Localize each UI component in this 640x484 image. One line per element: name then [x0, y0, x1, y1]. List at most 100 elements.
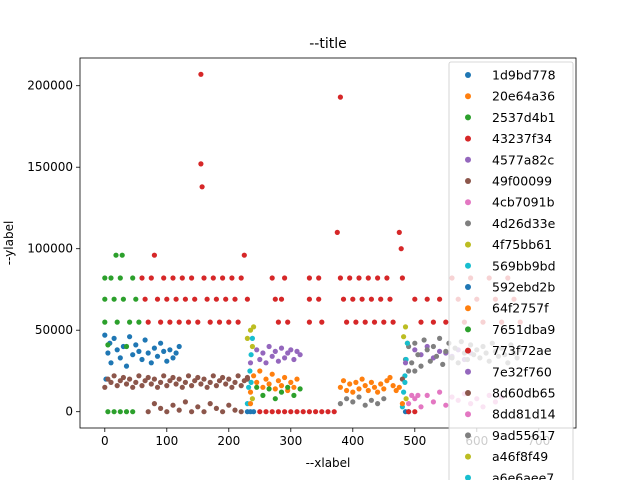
legend-label: 8dd81d14 [492, 407, 556, 422]
data-point [384, 275, 390, 281]
data-point [148, 381, 154, 387]
y-tick-label: 100000 [27, 242, 73, 256]
data-point [353, 379, 359, 385]
data-point [213, 296, 219, 302]
data-point [167, 319, 173, 325]
data-point [210, 373, 216, 379]
data-point [247, 401, 254, 407]
data-point [294, 376, 300, 382]
data-point [170, 402, 176, 408]
data-point [306, 319, 312, 325]
data-point [278, 296, 285, 302]
data-point [257, 409, 263, 415]
data-point [161, 275, 167, 281]
data-point [113, 252, 119, 258]
data-point [151, 345, 157, 351]
data-point [443, 348, 449, 354]
data-point [151, 401, 157, 407]
data-point [204, 384, 210, 390]
data-point [192, 378, 198, 384]
legend-label: 773f72ae [492, 343, 552, 358]
data-point [164, 409, 170, 415]
data-point [254, 379, 260, 385]
x-tick-label: 0 [101, 434, 109, 448]
data-point [148, 275, 154, 281]
data-point [375, 275, 381, 281]
series-569bb9bd [244, 335, 410, 410]
data-point [415, 352, 421, 358]
data-point [306, 275, 312, 281]
data-point [288, 379, 294, 385]
data-point [223, 296, 229, 302]
data-point [378, 296, 384, 302]
x-tick-label: 400 [341, 434, 364, 448]
legend-label: 592ebd2b [492, 280, 555, 295]
data-point [260, 392, 266, 398]
legend-label: 20e64a36 [492, 89, 555, 104]
data-point [216, 378, 223, 384]
data-point [412, 340, 418, 346]
data-point [266, 381, 272, 387]
y-tick-label: 0 [65, 405, 73, 419]
data-point [120, 374, 126, 381]
data-point [173, 381, 179, 387]
data-point [117, 409, 123, 415]
y-tick-label: 200000 [27, 79, 73, 93]
data-point [247, 389, 254, 395]
data-point [340, 296, 347, 302]
data-point [368, 296, 374, 302]
data-point [402, 379, 408, 385]
data-point [272, 396, 278, 402]
legend-item: 4cb7091b [465, 195, 555, 210]
data-point [412, 296, 418, 302]
data-point [401, 389, 407, 395]
data-point [412, 347, 418, 353]
data-point [257, 368, 263, 374]
data-point [139, 356, 145, 363]
data-point [340, 378, 347, 384]
data-point [418, 363, 424, 369]
data-point [198, 71, 204, 77]
legend-marker [465, 347, 471, 354]
legend-item: 4f75bb61 [465, 237, 552, 252]
legend-item: 64f2757f [465, 301, 549, 316]
data-point [282, 355, 288, 361]
data-point [244, 296, 250, 302]
data-point [127, 334, 133, 340]
data-point [158, 319, 164, 325]
data-point [263, 376, 269, 382]
data-point [381, 386, 387, 392]
data-point [167, 347, 173, 353]
data-point [220, 275, 226, 281]
data-point [223, 381, 229, 387]
data-point [282, 409, 288, 415]
legend-item: 2537d4b1 [465, 110, 556, 125]
data-point [102, 275, 108, 281]
data-point [216, 319, 223, 325]
data-point [185, 319, 192, 325]
data-point [443, 319, 449, 325]
data-point [213, 405, 219, 411]
data-point [161, 348, 167, 354]
data-point [108, 379, 114, 385]
legend-marker [465, 135, 471, 142]
data-point [105, 376, 111, 382]
series-7651dba9 [105, 409, 136, 415]
data-point [409, 360, 415, 366]
data-point [406, 368, 412, 374]
data-point [437, 348, 443, 354]
data-point [418, 404, 424, 410]
data-point [142, 378, 148, 384]
data-point [430, 399, 436, 405]
data-point [179, 384, 185, 390]
data-point [176, 319, 182, 325]
legend-marker [465, 390, 471, 396]
data-point [247, 368, 253, 374]
data-point [272, 296, 278, 302]
data-point [288, 347, 294, 353]
data-point [424, 296, 430, 302]
data-point [368, 379, 374, 385]
data-point [148, 360, 154, 366]
data-point [198, 381, 204, 387]
data-point [142, 296, 148, 302]
